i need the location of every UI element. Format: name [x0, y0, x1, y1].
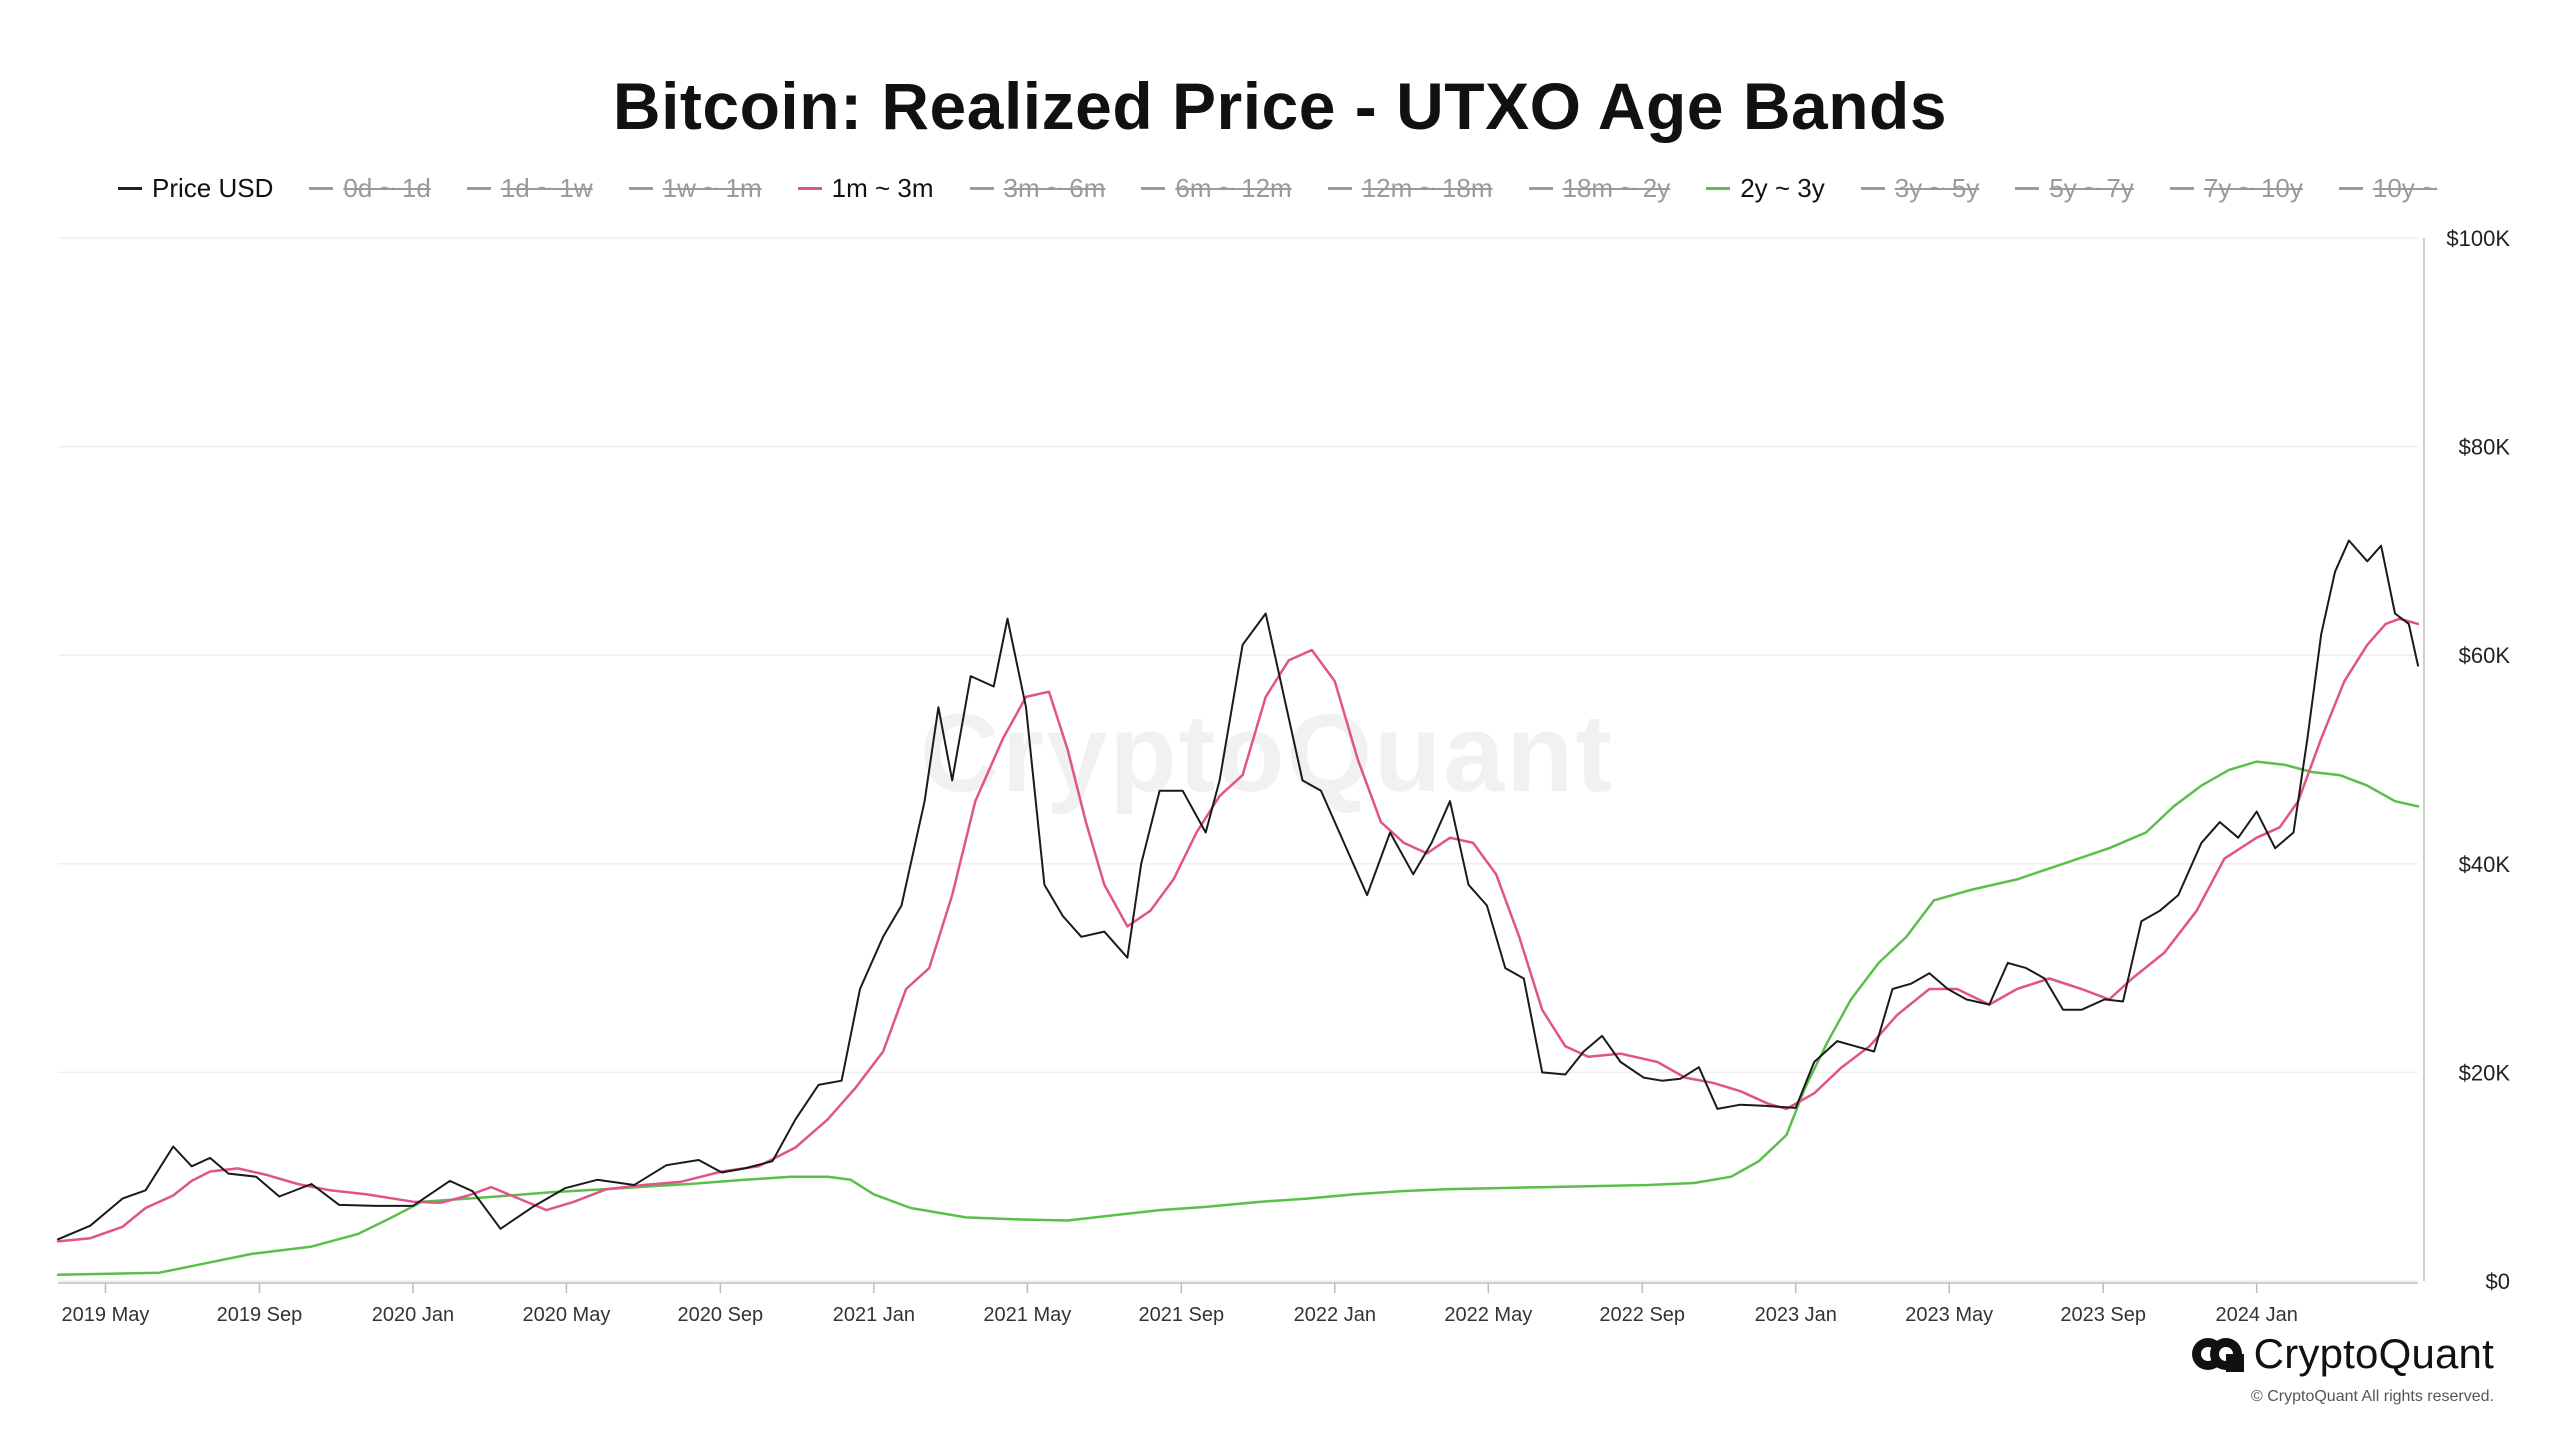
- legend-swatch: [2338, 186, 2363, 190]
- legend-item-3y-5y[interactable]: 3y ~ 5y: [1860, 172, 1980, 204]
- legend-item-2y-3y[interactable]: 2y ~ 3y: [1706, 173, 1825, 204]
- chart-legend: Price USD 0d ~ 1d 1d ~ 1w 1w ~ 1m 1m ~ 3m 3m …: [118, 170, 2448, 206]
- x-tick-label: 2022 May: [1444, 1304, 1532, 1326]
- series-line-1m-3m: [56, 617, 2420, 1243]
- legend-item-5y-7y[interactable]: 5y ~ 7y: [2015, 173, 2134, 204]
- brand-logo: CryptoQuant: [2190, 1330, 2494, 1378]
- legend-item-1d-1w[interactable]: 1d ~ 1w: [466, 172, 593, 204]
- series-line-2y-3y: [56, 760, 2420, 1276]
- legend-item-price-usd[interactable]: Price USD: [118, 173, 273, 204]
- legend-label: 7y ~ 10y: [2203, 172, 2303, 203]
- legend-label: 0d ~ 1d: [343, 172, 431, 203]
- series-line-price-usd: [57, 539, 2419, 1241]
- legend-label: 1d ~ 1w: [500, 172, 593, 203]
- legend-item-6m-12m[interactable]: 6m ~ 12m: [1141, 172, 1292, 204]
- legend-label: 1w ~ 1m: [662, 172, 762, 203]
- legend-swatch: [2169, 186, 2194, 190]
- x-tick-label: 2019 May: [62, 1304, 150, 1326]
- y-tick-label: $40K: [2459, 852, 2511, 877]
- x-tick-label: 2022 Jan: [1294, 1304, 1376, 1326]
- x-tick-label: 2021 May: [983, 1304, 1071, 1326]
- x-tick-label: 2021 Jan: [833, 1304, 915, 1326]
- legend-swatch: [1860, 186, 1885, 190]
- x-tick-label: 2019 Sep: [217, 1304, 303, 1326]
- legend-item-10y[interactable]: 10y ~: [2338, 172, 2438, 204]
- legend-item-1m-3m[interactable]: 1m ~ 3m: [797, 172, 934, 204]
- legend-label: Price USD: [152, 172, 274, 203]
- legend-swatch: [309, 186, 334, 190]
- legend-item-18m-2y[interactable]: 18m ~ 2y: [1528, 172, 1671, 204]
- legend-label: 12m ~ 18m: [1361, 172, 1493, 203]
- legend-item-7y-10y[interactable]: 7y ~ 10y: [2169, 172, 2303, 204]
- grid-lines: [58, 237, 2418, 1282]
- legend-swatch: [969, 186, 994, 190]
- x-tick-label: 2020 Sep: [678, 1304, 764, 1326]
- brand-name: CryptoQuant: [2253, 1330, 2494, 1377]
- x-tick-label: 2023 Sep: [2060, 1304, 2146, 1326]
- legend-swatch: [2015, 186, 2040, 190]
- legend-label: 10y ~: [2372, 172, 2438, 203]
- x-tick-label: 2022 Sep: [1599, 1304, 1685, 1326]
- y-tick-label: $80K: [2459, 435, 2511, 460]
- legend-label: 1m ~ 3m: [831, 172, 934, 203]
- x-tick-label: 2020 May: [522, 1304, 610, 1326]
- legend-swatch: [1706, 186, 1731, 190]
- y-tick-label: $60K: [2459, 643, 2511, 668]
- y-tick-label: $20K: [2459, 1060, 2511, 1085]
- legend-item-3m-6m[interactable]: 3m ~ 6m: [969, 172, 1106, 204]
- legend-swatch: [1528, 186, 1553, 190]
- cryptoquant-logo-icon: [2191, 1338, 2244, 1372]
- x-tick-label: 2021 Sep: [1138, 1304, 1224, 1326]
- legend-label: 18m ~ 2y: [1562, 172, 1671, 203]
- legend-swatch: [466, 186, 491, 190]
- legend-swatch: [1327, 186, 1352, 190]
- x-axis: 2019 May 2019 Sep 2020 Jan 2020 May 2020 Sep…: [58, 1282, 2418, 1326]
- x-tick-label: 2023 Jan: [1755, 1304, 1837, 1326]
- legend-label: 6m ~ 12m: [1175, 172, 1292, 203]
- y-axis: $0 $20K $40K $60K $80K $100K: [2423, 226, 2511, 1294]
- legend-label: 5y ~ 7y: [2049, 172, 2134, 203]
- legend-item-1w-1m[interactable]: 1w ~ 1m: [628, 172, 762, 204]
- legend-item-12m-18m[interactable]: 12m ~ 18m: [1327, 172, 1493, 204]
- legend-swatch: [797, 186, 822, 190]
- y-tick-label: $0: [2486, 1269, 2510, 1294]
- legend-label: 3y ~ 5y: [1894, 172, 1980, 203]
- legend-item-0d-1d[interactable]: 0d ~ 1d: [309, 172, 431, 204]
- legend-swatch: [628, 186, 653, 190]
- legend-swatch: [1141, 186, 1166, 190]
- copyright-text: © CryptoQuant All rights reserved.: [2251, 1388, 2494, 1405]
- chart-title: Bitcoin: Realized Price - UTXO Age Bands: [612, 69, 1948, 143]
- x-tick-label: 2020 Jan: [372, 1304, 454, 1326]
- y-tick-label: $100K: [2446, 226, 2510, 251]
- legend-label: 2y ~ 3y: [1740, 172, 1825, 203]
- series-lines: [56, 539, 2420, 1276]
- legend-swatch: [118, 186, 142, 190]
- x-tick-label: 2023 May: [1905, 1304, 1993, 1326]
- legend-label: 3m ~ 6m: [1003, 172, 1106, 203]
- x-tick-label: 2024 Jan: [2216, 1304, 2298, 1326]
